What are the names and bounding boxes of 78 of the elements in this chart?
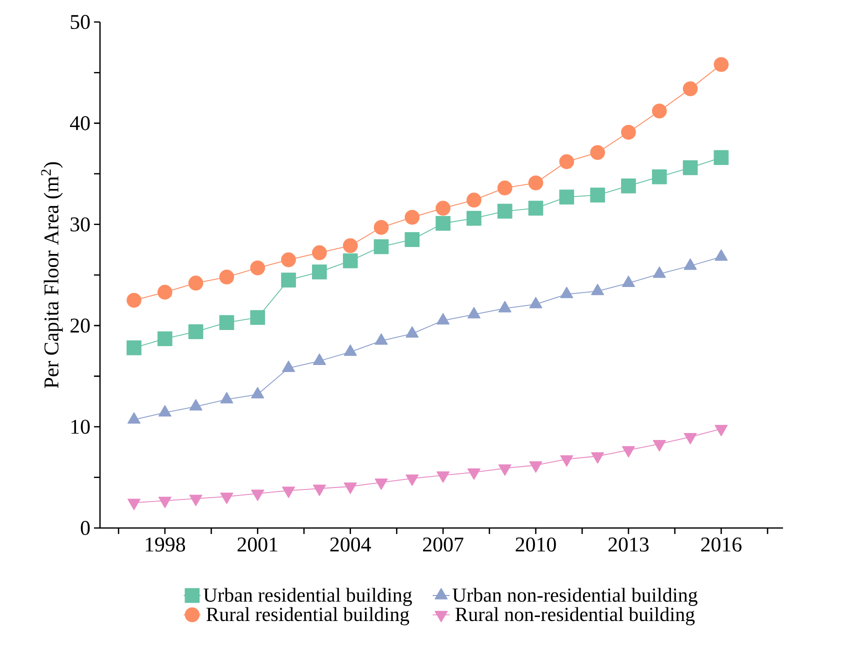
- point: [220, 492, 234, 504]
- point: [374, 478, 388, 490]
- point: [188, 324, 204, 340]
- point: [312, 245, 327, 260]
- point: [590, 188, 606, 202]
- point: [436, 471, 450, 483]
- point: [342, 238, 358, 254]
- point: [466, 192, 482, 208]
- point: [312, 484, 326, 496]
- point: [282, 486, 296, 498]
- x-tick-label: 1998: [146, 537, 186, 552]
- point: [436, 216, 450, 231]
- y-tick-label: 0: [80, 520, 90, 536]
- point: [652, 440, 666, 452]
- point: [682, 81, 698, 96]
- point: [652, 104, 667, 118]
- point: [559, 154, 574, 170]
- point: [466, 210, 482, 226]
- x-tick-label: 2001: [238, 537, 278, 552]
- point: [622, 446, 635, 458]
- point: [714, 424, 728, 436]
- point: [497, 204, 512, 219]
- point: [406, 474, 419, 486]
- point: [312, 264, 327, 280]
- point: [591, 452, 604, 464]
- legend-label: Rural residential building: [206, 607, 410, 626]
- y-tick-label: 10: [71, 420, 90, 434]
- point: [344, 482, 357, 494]
- point: [652, 169, 667, 184]
- y-tick-label: 20: [70, 318, 90, 333]
- point: [189, 494, 202, 506]
- point: [528, 175, 544, 190]
- x-tick-label: 2010: [516, 537, 556, 552]
- y-tick-label: 30: [70, 217, 90, 232]
- x-tick-label: 2007: [423, 537, 464, 552]
- legend-label: Rural non-residential building: [455, 607, 695, 626]
- point: [126, 292, 142, 308]
- point: [559, 190, 574, 204]
- point: [404, 210, 420, 225]
- point: [714, 57, 729, 72]
- legend-label: Urban non-residential building: [452, 588, 698, 606]
- x-tick-label: 2004: [330, 537, 371, 552]
- point: [404, 232, 420, 247]
- point: [529, 461, 542, 473]
- y-tick-label: 40: [70, 116, 90, 130]
- point: [684, 432, 697, 444]
- point: [374, 239, 389, 254]
- x-tick-label: 2016: [701, 537, 742, 552]
- point: [590, 145, 606, 160]
- point: [250, 310, 266, 325]
- point: [560, 455, 574, 467]
- point: [128, 498, 140, 510]
- point: [126, 340, 142, 356]
- point: [157, 284, 172, 300]
- point: [467, 468, 480, 480]
- y-tick-label: 50: [70, 14, 90, 30]
- point: [436, 200, 450, 216]
- point: [157, 331, 172, 346]
- point: [621, 178, 636, 194]
- point: [374, 220, 389, 235]
- point: [497, 180, 512, 196]
- point: [158, 496, 172, 508]
- point: [219, 315, 234, 330]
- point: [528, 200, 544, 216]
- point: [251, 490, 264, 501]
- point: [281, 272, 296, 288]
- point: [621, 124, 636, 140]
- legend-label: Urban residential building: [204, 588, 412, 606]
- x-tick-label: 2013: [608, 537, 649, 552]
- point: [219, 270, 234, 284]
- point: [250, 260, 266, 276]
- point: [682, 160, 698, 176]
- point: [281, 252, 296, 268]
- point: [188, 276, 204, 291]
- point: [342, 253, 358, 268]
- point: [498, 464, 512, 476]
- point: [714, 150, 729, 166]
- y-axis-title: Per Capita Floor Area (m$^{2}$): [41, 162, 63, 388]
